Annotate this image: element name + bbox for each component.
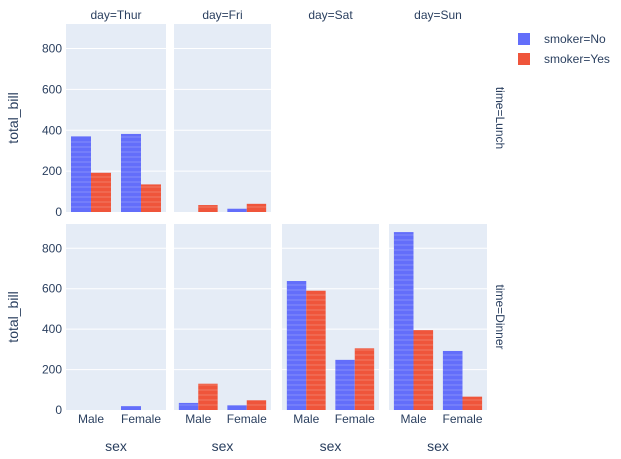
column-header-day-sat: day=Sat xyxy=(308,8,353,22)
x-tick-label-male: Male xyxy=(293,412,319,426)
bar-male-smoker-no[interactable] xyxy=(71,136,91,212)
facet-panel-0-0 xyxy=(66,24,166,212)
legend-item-smoker-yes[interactable]: smoker=Yes xyxy=(518,52,610,66)
bar-female-smoker-no[interactable] xyxy=(442,350,463,410)
x-tick-label-male: Male xyxy=(400,412,426,426)
panel-background xyxy=(66,224,166,410)
column-header-day-fri: day=Fri xyxy=(202,8,242,22)
bar-male-smoker-yes[interactable] xyxy=(198,205,218,212)
bar-male-smoker-no[interactable] xyxy=(393,232,414,410)
legend-label: smoker=No xyxy=(544,32,606,46)
bar-female-smoker-yes[interactable] xyxy=(246,400,267,410)
y-tick-label: 400 xyxy=(42,322,62,336)
x-axis-title: sex xyxy=(320,438,342,454)
y-tick-label: 600 xyxy=(42,82,62,96)
panel-background xyxy=(174,24,271,212)
facet-panel-1-0 xyxy=(66,224,166,410)
bar-female-smoker-no[interactable] xyxy=(227,208,247,212)
x-axis-title: sex xyxy=(212,438,234,454)
y-tick-label: 0 xyxy=(55,403,62,417)
y-tick-label: 600 xyxy=(42,282,62,296)
x-tick-label-female: Female xyxy=(335,412,375,426)
legend-item-smoker-no[interactable]: smoker=No xyxy=(518,32,606,46)
bar-female-smoker-no[interactable] xyxy=(335,359,355,410)
facet-panel-1-2 xyxy=(282,224,379,410)
y-axis-title: total_bill xyxy=(5,291,21,342)
bar-female-smoker-no[interactable] xyxy=(121,406,141,410)
x-tick-label-male: Male xyxy=(78,412,104,426)
row-header-time-dinner: time=Dinner xyxy=(493,284,507,349)
bar-male-smoker-yes[interactable] xyxy=(306,290,326,410)
y-tick-label: 0 xyxy=(55,205,62,219)
legend-swatch xyxy=(518,53,530,65)
bar-female-smoker-no[interactable] xyxy=(227,405,247,410)
bar-male-smoker-yes[interactable] xyxy=(198,383,218,410)
bar-female-smoker-yes[interactable] xyxy=(462,396,483,410)
y-tick-label: 800 xyxy=(42,241,62,255)
bar-female-smoker-yes[interactable] xyxy=(141,184,161,212)
x-tick-label-male: Male xyxy=(185,412,211,426)
x-tick-label-female: Female xyxy=(121,412,161,426)
bar-male-smoker-yes[interactable] xyxy=(413,330,434,410)
facet-panel-0-1 xyxy=(174,24,271,212)
y-tick-label: 200 xyxy=(42,164,62,178)
x-axis-title: sex xyxy=(105,438,127,454)
facet-panel-1-3 xyxy=(389,224,487,410)
x-axis-title: sex xyxy=(427,438,449,454)
y-tick-label: 200 xyxy=(42,363,62,377)
y-axis-title: total_bill xyxy=(5,92,21,143)
x-tick-label-female: Female xyxy=(227,412,267,426)
bar-male-smoker-yes[interactable] xyxy=(91,172,111,212)
y-tick-label: 800 xyxy=(42,42,62,56)
panel-background xyxy=(174,224,271,410)
column-header-day-thur: day=Thur xyxy=(90,8,141,22)
legend-swatch xyxy=(518,33,530,45)
facet-panel-1-1 xyxy=(174,224,271,410)
bar-male-smoker-no[interactable] xyxy=(286,281,307,410)
bar-female-smoker-no[interactable] xyxy=(121,133,141,212)
bar-female-smoker-yes[interactable] xyxy=(246,203,267,212)
column-header-day-sun: day=Sun xyxy=(414,8,462,22)
bar-female-smoker-yes[interactable] xyxy=(354,348,375,410)
legend-label: smoker=Yes xyxy=(544,52,610,66)
row-header-time-lunch: time=Lunch xyxy=(493,87,507,149)
bar-male-smoker-no[interactable] xyxy=(178,402,199,410)
x-tick-label-female: Female xyxy=(442,412,482,426)
y-tick-label: 400 xyxy=(42,123,62,137)
